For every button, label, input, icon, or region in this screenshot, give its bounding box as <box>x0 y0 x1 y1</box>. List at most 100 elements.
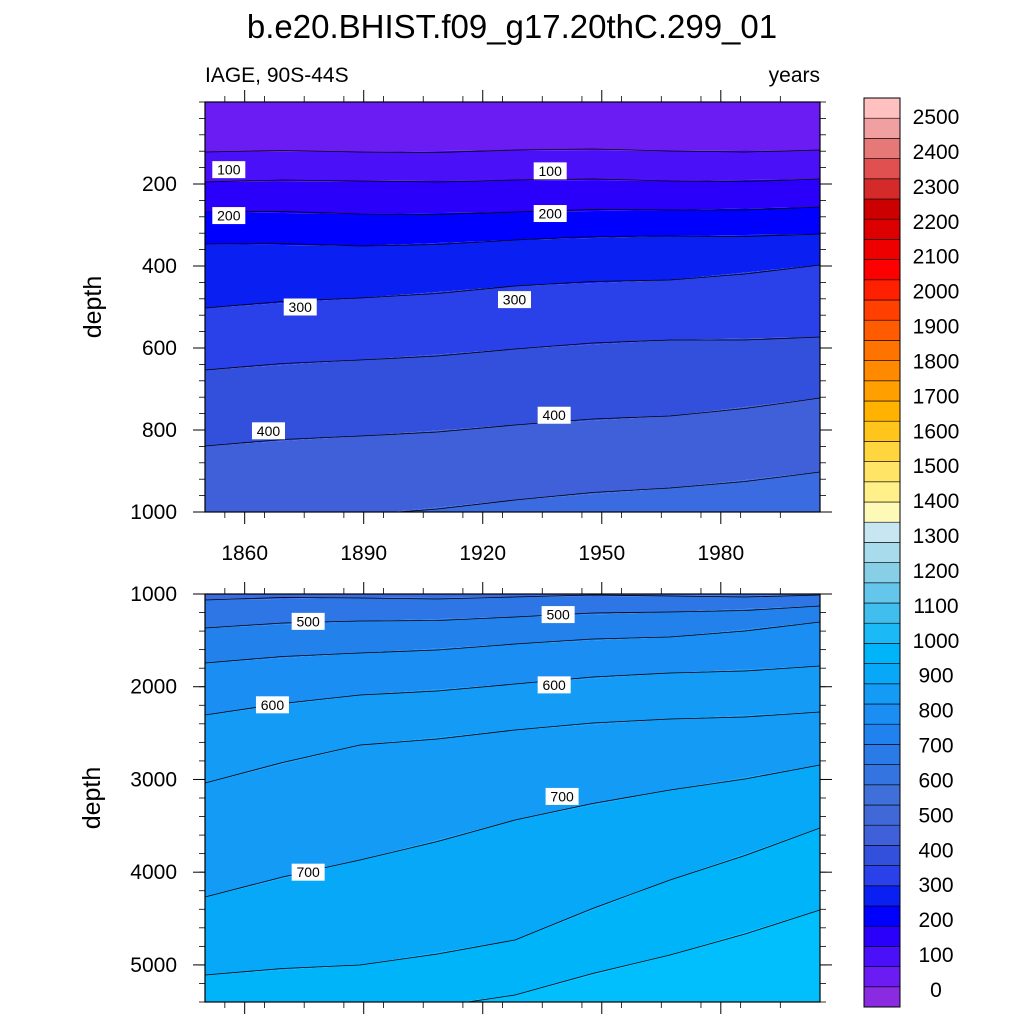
contour-band <box>205 179 820 214</box>
colorbar-swatch <box>863 542 901 563</box>
contour-line <box>205 909 820 1002</box>
right-string: years <box>769 64 820 87</box>
colorbar-label: 2500 <box>913 106 960 129</box>
contour-band <box>205 398 820 512</box>
contour-label-box <box>537 406 571 424</box>
colorbar-label: 1000 <box>913 630 960 653</box>
contour-label: 600 <box>542 677 566 693</box>
colorbar-swatch <box>863 804 901 826</box>
y-tick-label: 5000 <box>130 954 177 977</box>
colorbar-swatch <box>863 602 901 624</box>
y-tick-label: 600 <box>142 337 177 360</box>
colorbar-swatch <box>863 380 901 402</box>
colorbar-swatch <box>863 441 901 462</box>
contour-label: 700 <box>550 788 574 804</box>
contour-label-box <box>283 298 317 316</box>
colorbar-label: 100 <box>918 944 953 967</box>
contour-band <box>205 234 820 308</box>
colorbar-swatch <box>863 158 901 180</box>
x-tick-label: 1920 <box>459 542 506 565</box>
contour-label-box <box>212 161 246 179</box>
colorbar-swatch <box>863 986 901 1008</box>
y-axis-label: depth <box>78 767 106 830</box>
contour-label: 700 <box>296 864 320 880</box>
contour-label-box <box>533 162 567 180</box>
contour-label-box <box>291 612 325 630</box>
colorbar-swatch <box>863 703 901 725</box>
colorbar-label: 400 <box>918 839 953 862</box>
contour-band <box>205 622 820 715</box>
colorbar-label: 1300 <box>913 525 960 548</box>
contour-band <box>205 265 820 370</box>
colorbar-swatch <box>863 663 901 685</box>
colorbar-swatch <box>863 198 901 220</box>
contour-label: 400 <box>542 407 566 423</box>
colorbar-label: 300 <box>918 874 953 897</box>
colorbar-swatch <box>863 643 901 664</box>
colorbar-swatch <box>863 239 901 260</box>
colorbar-label: 1500 <box>913 455 960 478</box>
contour-line <box>205 471 820 512</box>
colorbar-label: 800 <box>918 700 953 723</box>
contour-label: 100 <box>217 162 241 178</box>
colorbar-label: 700 <box>918 735 953 758</box>
contour-line <box>205 621 820 664</box>
colorbar-label: 2200 <box>913 211 960 234</box>
colorbar-frame <box>863 97 901 1008</box>
x-tick-label: 1890 <box>340 542 387 565</box>
plot-frame <box>204 101 821 513</box>
colorbar-swatch <box>863 744 901 765</box>
colorbar-swatch <box>863 865 901 887</box>
left-string: IAGE, 90S-44S <box>205 64 349 87</box>
colorbar-swatch <box>863 117 901 139</box>
contour-label-box <box>212 207 246 225</box>
colorbar-label: 2300 <box>913 176 960 199</box>
colorbar-swatch <box>863 521 901 543</box>
contour-label: 200 <box>539 206 563 222</box>
colorbar-swatch <box>863 319 901 341</box>
contour-label: 300 <box>503 292 527 308</box>
colorbar-swatch <box>863 582 901 604</box>
colorbar-label: 1600 <box>913 420 960 443</box>
contour-band <box>205 910 820 1002</box>
contour-line <box>205 233 820 247</box>
colorbar-swatch <box>863 138 901 159</box>
x-tick-label: 1950 <box>578 542 625 565</box>
contour-line <box>205 178 820 183</box>
colorbar-swatch <box>863 925 901 947</box>
colorbar-swatch <box>863 360 901 382</box>
colorbar-swatch <box>863 299 901 321</box>
colorbar-swatch <box>863 218 901 240</box>
contour-label: 100 <box>539 163 563 179</box>
contour-band <box>205 595 820 628</box>
contour-band <box>205 337 820 446</box>
colorbar-label: 2000 <box>913 281 960 304</box>
colorbar-swatch <box>863 764 901 786</box>
colorbar-swatch <box>863 966 901 988</box>
contour-line <box>205 148 820 153</box>
colorbar-label: 600 <box>918 769 953 792</box>
contour-line <box>205 665 820 716</box>
contour-line <box>205 336 820 371</box>
colorbar-label: 500 <box>918 804 953 827</box>
contour-band <box>205 207 820 246</box>
contour-label: 500 <box>546 607 570 623</box>
contour-label-box <box>291 863 325 881</box>
y-axis-label: depth <box>79 276 107 339</box>
colorbar-swatch <box>863 824 901 846</box>
contour-line-group <box>205 594 820 1002</box>
colorbar-swatch <box>863 784 901 806</box>
colorbar-swatch <box>863 501 901 523</box>
colorbar-swatch <box>863 400 901 422</box>
colorbar-label: 1900 <box>913 316 960 339</box>
colorbar-swatch <box>863 481 901 503</box>
colorbar-label: 1700 <box>913 385 960 408</box>
y-tick-label: 800 <box>142 419 177 442</box>
contour-label: 200 <box>217 208 241 224</box>
contour-band <box>205 828 820 1002</box>
colorbar-swatch <box>863 97 901 119</box>
colorbar-swatch <box>863 885 901 907</box>
colorbar-label: 900 <box>918 665 953 688</box>
colorbar-swatch <box>863 420 901 442</box>
